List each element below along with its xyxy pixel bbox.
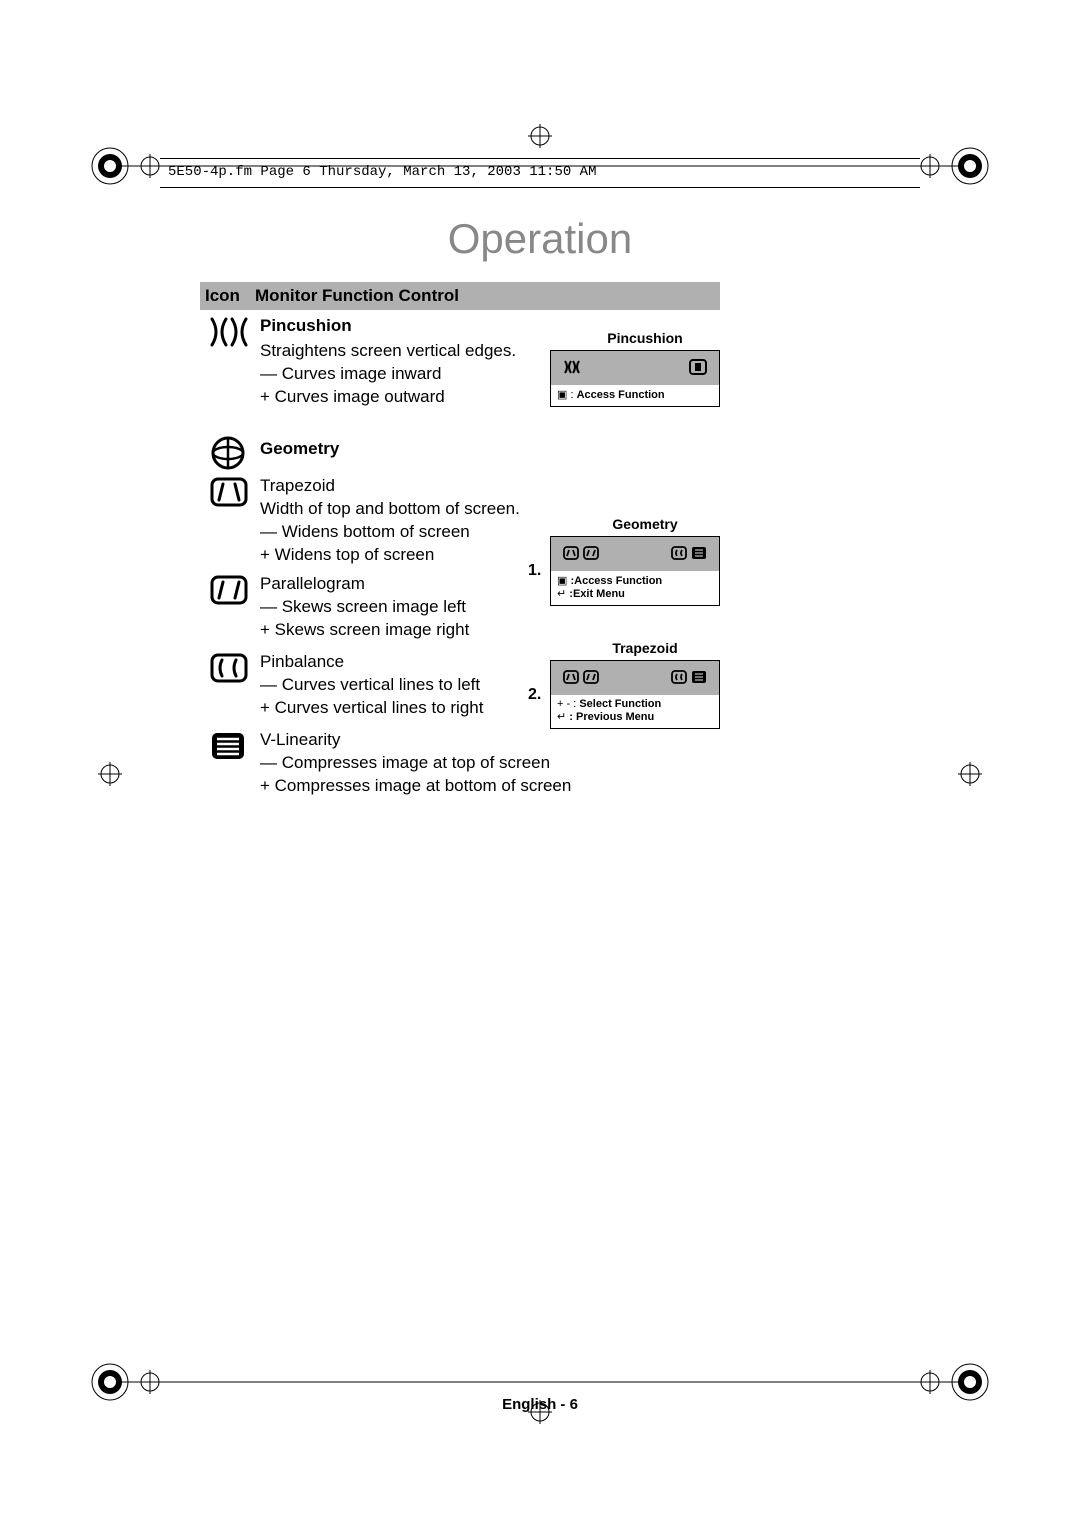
parallelogram-mini-icon-2 xyxy=(583,670,599,687)
pinbalance-icon xyxy=(210,653,250,683)
osd-geometry-title: Geometry xyxy=(550,516,740,532)
osd-pincushion-caption: Access Function xyxy=(577,389,665,401)
trapezoid-plus: + Widens top of screen xyxy=(260,544,520,567)
pinbalance-plus: + Curves vertical lines to right xyxy=(260,697,483,720)
pincushion-out-icon xyxy=(689,359,707,378)
osd-trap-sym2: ↵ xyxy=(557,711,566,723)
vlinearity-plus: + Compresses image at bottom of screen xyxy=(260,775,571,798)
vlinearity-mini-icon-2 xyxy=(691,670,707,687)
geometry-title: Geometry xyxy=(260,438,339,461)
osd-trapezoid-title: Trapezoid xyxy=(550,640,740,656)
trapezoid-minus: — Widens bottom of screen xyxy=(260,521,520,544)
vlinearity-icon xyxy=(210,731,250,761)
osd-trap-line1: Select Function xyxy=(579,698,661,710)
trapezoid-mini-icon xyxy=(563,546,579,563)
vlinearity-minus: — Compresses image at top of screen xyxy=(260,752,571,775)
pinbalance-mini-icon xyxy=(671,546,687,563)
osd-pincushion-title: Pincushion xyxy=(550,330,740,346)
osd-geo-sym1: ▣ xyxy=(557,575,567,587)
parallelogram-title: Parallelogram xyxy=(260,573,469,596)
parallelogram-plus: + Skews screen image right xyxy=(260,619,469,642)
col-icon-label: Icon xyxy=(200,286,255,306)
pincushion-in-icon xyxy=(563,359,581,378)
osd-geo-sym2: ↵ xyxy=(557,588,566,600)
table-header: Icon Monitor Function Control xyxy=(200,282,720,310)
geometry-icon xyxy=(210,435,250,471)
osd-pincushion: Pincushion ▣ : Access Function xyxy=(550,330,740,407)
col-func-label: Monitor Function Control xyxy=(255,286,720,306)
osd-trap-num: 2. xyxy=(528,686,541,704)
parallelogram-mini-icon xyxy=(583,546,599,563)
parallelogram-minus: — Skews screen image left xyxy=(260,596,469,619)
pincushion-desc: Straightens screen vertical edges. xyxy=(260,340,516,363)
pincushion-minus: — Curves image inward xyxy=(260,363,516,386)
pincushion-plus: + Curves image outward xyxy=(260,386,516,409)
pinbalance-title: Pinbalance xyxy=(260,651,483,674)
page-footer: English - 6 xyxy=(0,1396,1080,1413)
pinbalance-mini-icon-2 xyxy=(671,670,687,687)
vlinearity-mini-icon xyxy=(691,546,707,563)
osd-geometry: Geometry 1. ▣ :Access Function ↵ :Exit M… xyxy=(550,516,740,606)
file-header-line: 5E50-4p.fm Page 6 Thursday, March 13, 20… xyxy=(160,158,920,188)
trapezoid-icon xyxy=(210,477,250,507)
trapezoid-desc: Width of top and bottom of screen. xyxy=(260,498,520,521)
osd-trap-line2: : Previous Menu xyxy=(569,711,654,723)
osd-trap-sym1: + - : xyxy=(557,698,576,710)
osd-trapezoid: Trapezoid 2. + - : Select Function ↵ : P… xyxy=(550,640,740,729)
pincushion-icon xyxy=(210,317,250,347)
osd-geo-line2: :Exit Menu xyxy=(569,588,625,600)
pincushion-title: Pincushion xyxy=(260,315,516,338)
trapezoid-title: Trapezoid xyxy=(260,475,520,498)
page-title: Operation xyxy=(0,215,1080,263)
parallelogram-icon xyxy=(210,575,250,605)
osd-access-symbol: ▣ : xyxy=(557,389,574,401)
osd-geo-line1: :Access Function xyxy=(570,575,662,587)
pinbalance-minus: — Curves vertical lines to left xyxy=(260,674,483,697)
vlinearity-title: V-Linearity xyxy=(260,729,571,752)
osd-geometry-num: 1. xyxy=(528,562,541,580)
trapezoid-mini-icon-2 xyxy=(563,670,579,687)
